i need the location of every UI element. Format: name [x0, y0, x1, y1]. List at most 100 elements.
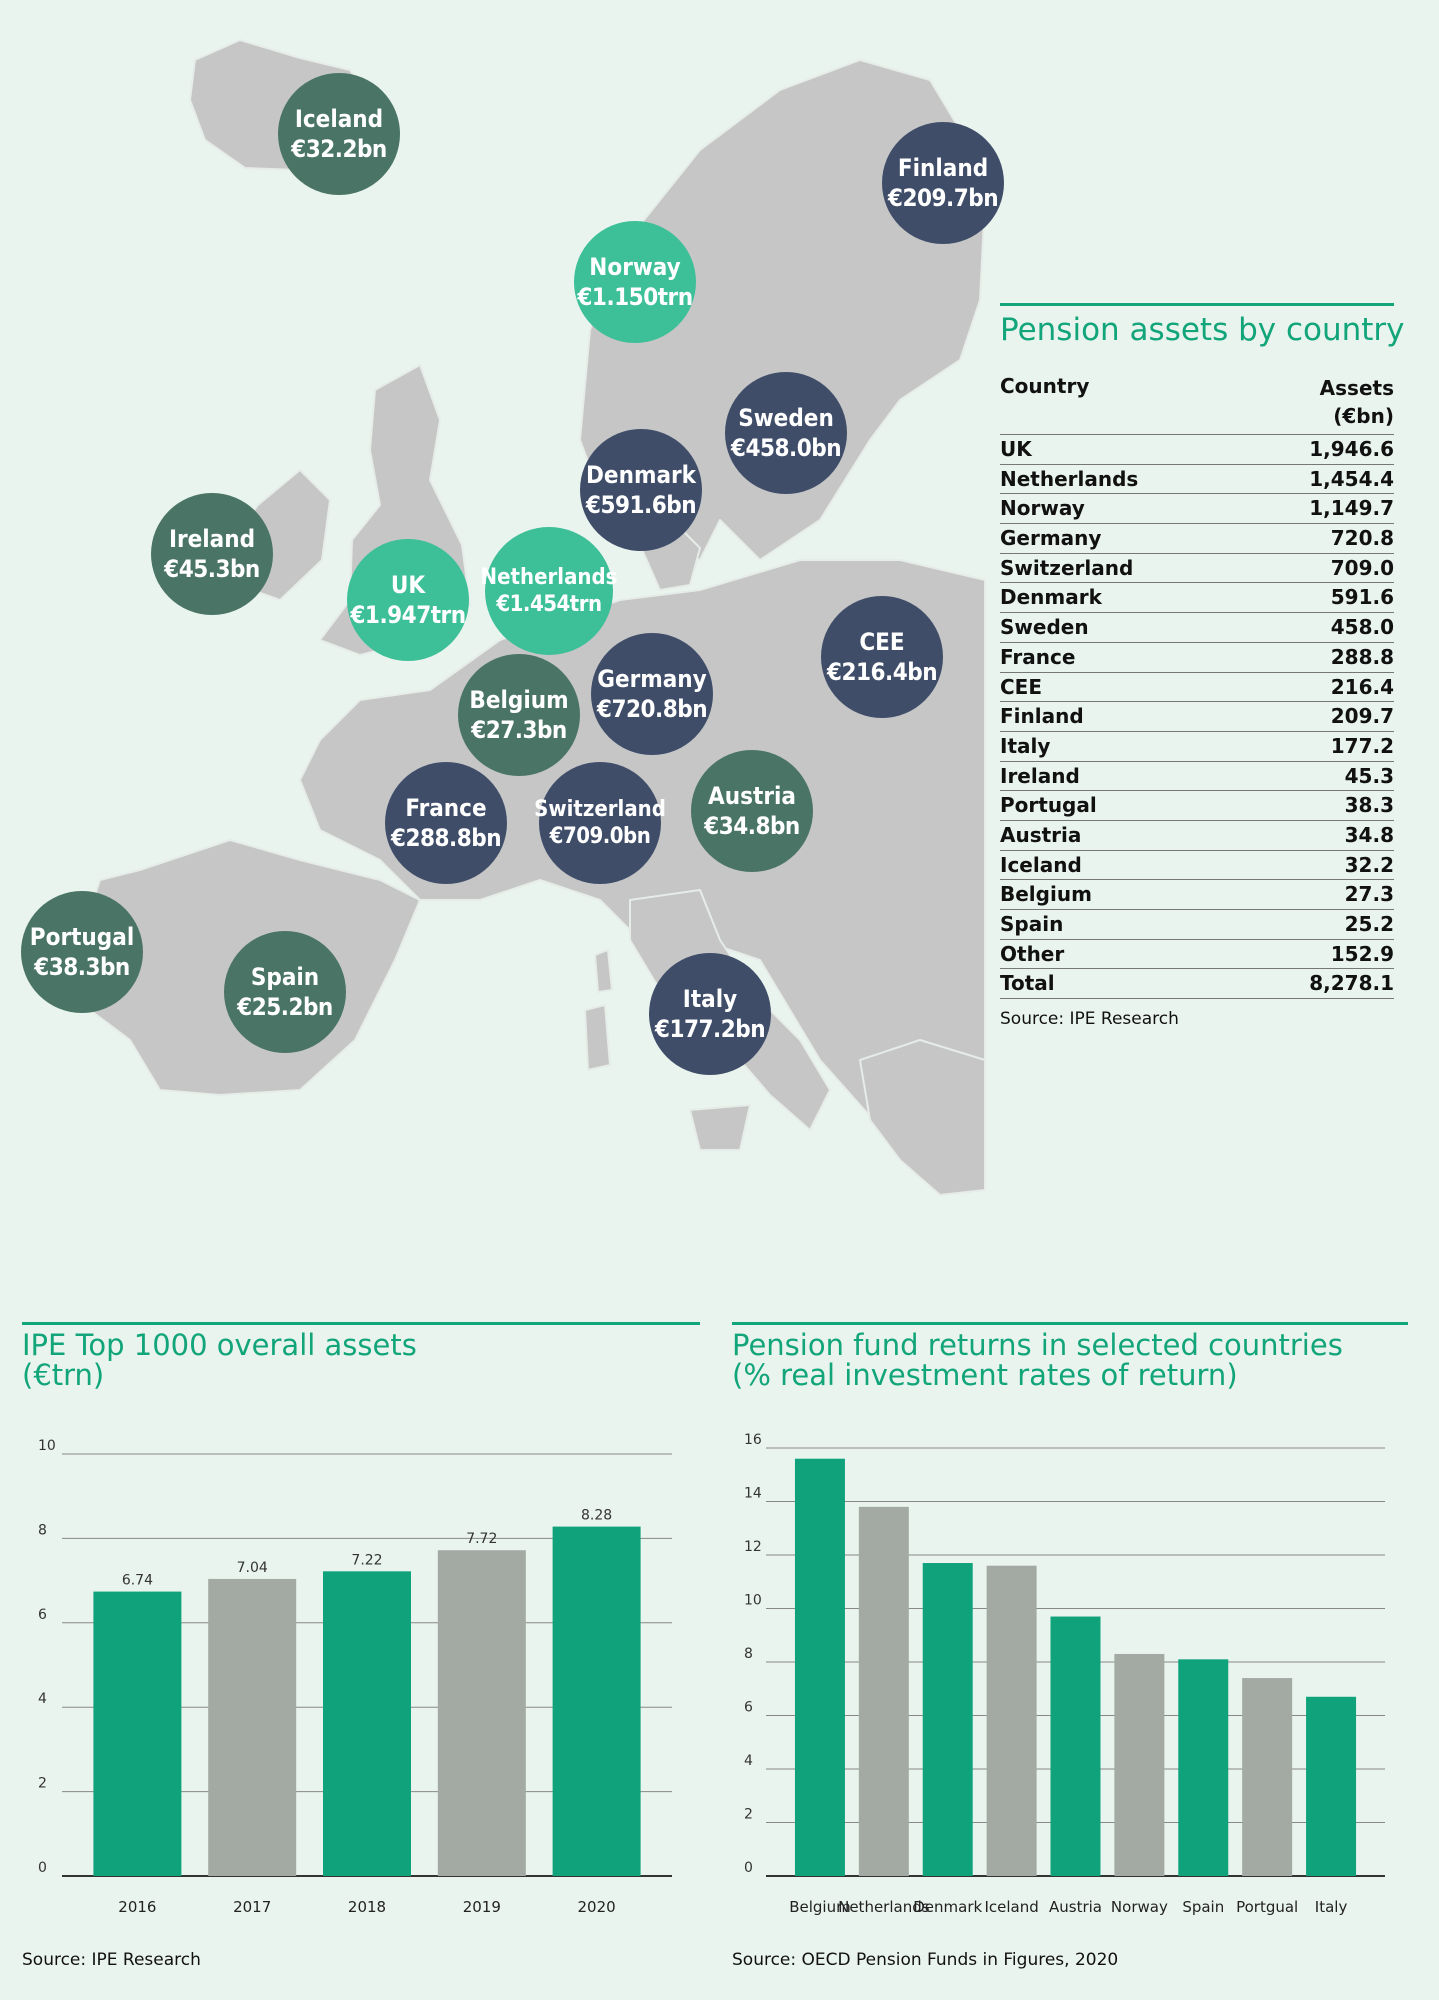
- bubble-amount: €27.3bn: [471, 716, 567, 744]
- bubble-amount: €45.3bn: [164, 555, 260, 583]
- table-row: Spain 25.2: [1000, 910, 1394, 940]
- top1000-assets-panel: IPE Top 1000 overall assets (€trn): [22, 1322, 700, 1391]
- bubble-country-name: Denmark: [585, 461, 697, 489]
- x-tick-label: 2018: [348, 1898, 386, 1916]
- bar-value-label: 7.04: [237, 1560, 268, 1576]
- table-header: Country Assets (€bn): [1000, 374, 1394, 435]
- bubble-country-name: Sweden: [738, 404, 834, 432]
- bubble-amount: €591.6bn: [585, 491, 697, 519]
- row-country: Iceland: [1000, 852, 1082, 877]
- row-value: 458.0: [1330, 615, 1394, 640]
- table-row: Total 8,278.1: [1000, 969, 1394, 1000]
- bubble-amount: €209.7bn: [887, 184, 999, 212]
- bubble-germany: Germany €720.8bn: [591, 633, 713, 755]
- y-tick-label: 0: [744, 1860, 753, 1876]
- bar-belgium: [794, 1458, 845, 1876]
- bubble-country-name: Spain: [250, 963, 320, 991]
- bubble-country-name: Switzerland: [534, 796, 666, 822]
- y-tick-label: 8: [38, 1522, 47, 1538]
- y-tick-label: 8: [744, 1646, 753, 1662]
- land-balkans: [859, 1039, 986, 1196]
- y-tick-label: 10: [744, 1593, 762, 1609]
- bubble-amount: €25.2bn: [237, 993, 333, 1021]
- x-tick-label: Norway: [1111, 1898, 1168, 1916]
- x-tick-label: 2016: [118, 1898, 156, 1916]
- x-tick-label: Belgium: [789, 1898, 851, 1916]
- bubble-france: France €288.8bn: [385, 762, 507, 884]
- table-row: Norway 1,149.7: [1000, 494, 1394, 525]
- table-row: Finland 209.7: [1000, 702, 1394, 732]
- row-country: Germany: [1000, 526, 1102, 551]
- row-value: 209.7: [1330, 704, 1394, 729]
- bubble-amount: €720.8bn: [596, 695, 708, 723]
- bar-value-label: 6.74: [122, 1573, 153, 1589]
- row-value: 38.3: [1344, 793, 1394, 818]
- row-country: Belgium: [1000, 882, 1092, 907]
- header-assets: Assets (€bn): [1320, 374, 1394, 430]
- table-source: Source: IPE Research: [1000, 1009, 1179, 1030]
- bar-italy: [1306, 1696, 1357, 1876]
- row-country: Switzerland: [1000, 555, 1134, 580]
- chart1-title-line2: (€trn): [22, 1357, 105, 1392]
- table-row: Portugal 38.3: [1000, 791, 1394, 821]
- row-country: Netherlands: [1000, 466, 1139, 491]
- bubble-spain: Spain €25.2bn: [224, 931, 346, 1053]
- bar-denmark: [922, 1563, 973, 1876]
- row-value: 45.3: [1344, 763, 1394, 788]
- table-row: Italy 177.2: [1000, 732, 1394, 762]
- row-value: 709.0: [1330, 555, 1394, 580]
- x-tick-label: Netherlands: [838, 1898, 930, 1916]
- bar-value-label: 7.22: [351, 1552, 382, 1568]
- table-row: Sweden 458.0: [1000, 613, 1394, 643]
- bubble-amount: €1.454trn: [496, 592, 602, 617]
- table-row: UK 1,946.6: [1000, 435, 1394, 465]
- bubble-country-name: France: [405, 794, 487, 822]
- bubble-country-name: Germany: [597, 665, 707, 693]
- row-value: 216.4: [1330, 674, 1394, 699]
- bubble-iceland: Iceland €32.2bn: [278, 73, 400, 195]
- row-country: Italy: [1000, 733, 1051, 758]
- x-tick-label: Iceland: [984, 1898, 1038, 1916]
- table-row: Denmark 591.6: [1000, 583, 1394, 614]
- x-tick-label: Portgual: [1236, 1898, 1298, 1916]
- bubble-amount: €1.947trn: [350, 601, 466, 629]
- bubble-denmark: Denmark €591.6bn: [580, 429, 702, 551]
- table-row: Belgium 27.3: [1000, 880, 1394, 910]
- table-body: UK 1,946.6 Netherlands 1,454.4 Norway 1,149.7…: [1000, 435, 1394, 1000]
- y-tick-label: 2: [744, 1807, 753, 1823]
- row-country: UK: [1000, 437, 1032, 461]
- bubble-amount: €1.150trn: [577, 283, 693, 311]
- y-tick-label: 6: [38, 1607, 47, 1623]
- x-tick-label: Italy: [1315, 1898, 1348, 1916]
- chart2-title-line2: (% real investment rates of return): [732, 1357, 1238, 1392]
- y-tick-label: 10: [38, 1438, 56, 1454]
- row-value: 152.9: [1330, 941, 1394, 966]
- table-title: Pension assets by country: [1000, 312, 1405, 348]
- top1000-assets-chart: 0 2 4 6 8 10 2016 6.74 2017 7.04 2018 7.22 2019 7.72 2…: [38, 1438, 672, 1916]
- y-tick-label: 4: [744, 1753, 753, 1769]
- bar-spain: [1178, 1659, 1229, 1876]
- row-country: Denmark: [1000, 585, 1102, 610]
- bubble-country-name: Italy: [682, 985, 738, 1013]
- x-tick-label: Spain: [1182, 1898, 1224, 1916]
- row-country: Other: [1000, 941, 1065, 966]
- bubble-norway: Norway €1.150trn: [574, 221, 696, 343]
- bubble-country-name: Netherlands: [480, 564, 618, 590]
- row-country: Portugal: [1000, 793, 1097, 818]
- row-value: 27.3: [1344, 882, 1394, 907]
- bubble-country-name: Austria: [708, 782, 796, 810]
- x-tick-label: Denmark: [913, 1898, 982, 1916]
- row-value: 34.8: [1344, 822, 1394, 847]
- table-row: Other 152.9: [1000, 940, 1394, 970]
- bar-value-label: 8.28: [581, 1508, 612, 1524]
- y-tick-label: 6: [744, 1700, 753, 1716]
- row-value: 25.2: [1344, 912, 1394, 936]
- table-row: Iceland 32.2: [1000, 851, 1394, 881]
- bar-netherlands: [858, 1506, 909, 1876]
- y-tick-label: 14: [744, 1486, 762, 1502]
- bubble-portugal: Portugal €38.3bn: [21, 891, 143, 1013]
- bubble-amount: €32.2bn: [291, 135, 387, 163]
- bubble-amount: €288.8bn: [390, 824, 502, 852]
- bar-portgual: [1242, 1678, 1293, 1876]
- x-tick-label: Austria: [1049, 1898, 1102, 1916]
